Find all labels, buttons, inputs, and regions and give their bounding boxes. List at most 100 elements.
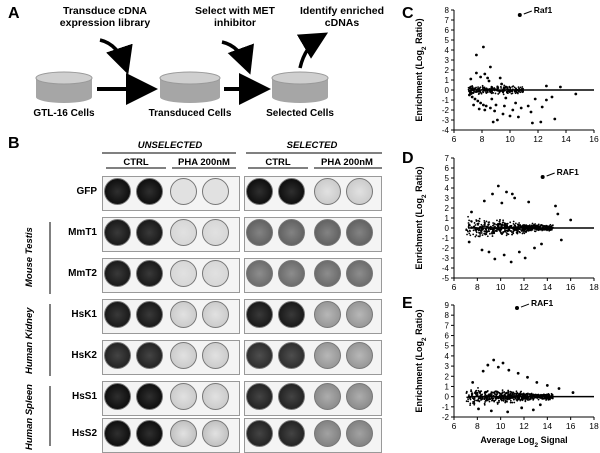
culture-well <box>202 420 229 447</box>
culture-well <box>104 178 131 205</box>
data-point <box>489 409 493 413</box>
y-tick-label: 3 <box>445 362 450 371</box>
data-point <box>574 92 578 96</box>
annotated-point <box>540 175 545 179</box>
data-point <box>471 380 475 384</box>
data-point <box>538 403 542 407</box>
header-pha-selected: PHA 200nM <box>321 157 373 168</box>
culture-well <box>136 420 163 447</box>
culture-well <box>170 420 197 447</box>
data-point <box>545 84 548 88</box>
x-tick-label: 12 <box>519 282 529 292</box>
y-tick-label: 4 <box>445 46 450 55</box>
x-tick-label: 16 <box>566 282 576 292</box>
data-point <box>506 410 510 414</box>
data-point <box>554 204 557 208</box>
header-unselected: UNSELECTED <box>137 140 203 151</box>
y-tick-label: 5 <box>445 36 450 45</box>
sub-header-underlines <box>106 167 382 169</box>
x-tick-label: 12 <box>533 134 543 144</box>
y-tick-label: 0 <box>445 224 450 233</box>
data-point <box>486 363 490 367</box>
culture-well <box>346 260 373 287</box>
data-point <box>475 71 478 75</box>
data-point <box>500 201 504 205</box>
culture-well <box>278 219 305 246</box>
data-point <box>507 368 511 372</box>
point-cloud <box>465 215 554 238</box>
culture-well <box>246 219 273 246</box>
row-label-mmt2: MmT2 <box>68 268 97 279</box>
culture-well <box>346 342 373 369</box>
y-tick-label: 6 <box>445 26 450 35</box>
culture-well <box>202 383 229 410</box>
data-point <box>550 95 554 99</box>
row-label-hss1: HsS1 <box>71 391 97 402</box>
y-tick-label: 0 <box>445 393 450 402</box>
y-tick-label: -2 <box>442 413 450 422</box>
y-tick-label: 9 <box>445 301 450 310</box>
culture-well <box>170 342 197 369</box>
culture-well <box>170 383 197 410</box>
data-point <box>504 96 508 100</box>
y-tick-label: 0 <box>445 86 450 95</box>
data-point <box>514 101 517 105</box>
y-tick-label: -4 <box>442 264 450 273</box>
y-tick-label: 8 <box>445 311 450 320</box>
schematic-drawing <box>35 32 329 105</box>
culture-well <box>104 219 131 246</box>
y-tick-label: -4 <box>442 126 450 135</box>
culture-well <box>246 420 273 447</box>
culture-well <box>346 301 373 328</box>
data-point <box>517 250 521 254</box>
data-point <box>491 120 495 124</box>
step-identify-text: Identify enriched cDNAs <box>299 5 384 29</box>
data-point <box>476 99 480 103</box>
y-tick-label: 6 <box>445 332 450 341</box>
x-tick-label: 10 <box>496 421 506 431</box>
data-point <box>482 199 486 203</box>
data-point <box>569 218 573 222</box>
data-point <box>523 256 527 260</box>
x-tick-label: 14 <box>561 134 571 144</box>
y-tick-label: -1 <box>442 234 450 243</box>
data-point <box>487 250 491 254</box>
data-point <box>496 118 499 122</box>
culture-well <box>314 342 341 369</box>
data-point <box>469 77 473 81</box>
x-tick-label: 14 <box>543 282 553 292</box>
culture-well <box>278 260 305 287</box>
culture-well <box>314 420 341 447</box>
x-tick-label: 8 <box>475 421 480 431</box>
y-tick-label: -5 <box>442 274 450 283</box>
data-point <box>479 101 482 105</box>
annotation-label: Raf1 <box>534 5 553 15</box>
data-point <box>480 248 484 252</box>
group-brackets <box>49 222 51 446</box>
data-point <box>531 121 534 125</box>
cylinder-selected <box>271 71 329 103</box>
culture-well <box>246 260 273 287</box>
y-tick-label: -3 <box>442 254 450 263</box>
data-point <box>559 85 562 89</box>
data-point <box>484 104 488 108</box>
culture-well <box>278 342 305 369</box>
x-tick-label: 18 <box>589 282 599 292</box>
y-tick-label: -2 <box>442 106 450 115</box>
header-pha-unselected: PHA 200nM <box>178 157 230 168</box>
culture-well <box>246 342 273 369</box>
culture-well <box>314 260 341 287</box>
data-point <box>513 196 517 200</box>
y-tick-label: 7 <box>445 16 450 25</box>
y-tick-label: -1 <box>442 403 450 412</box>
y-tick-label: 6 <box>445 164 450 173</box>
data-point <box>533 97 537 101</box>
y-tick-label: -3 <box>442 116 450 125</box>
x-tick-label: 6 <box>452 282 457 292</box>
y-tick-label: -2 <box>442 244 450 253</box>
y-axis-label: Enrichment (Log2 Ratio) <box>414 309 428 412</box>
y-tick-label: 2 <box>445 204 450 213</box>
y-tick-label: 7 <box>445 321 450 330</box>
